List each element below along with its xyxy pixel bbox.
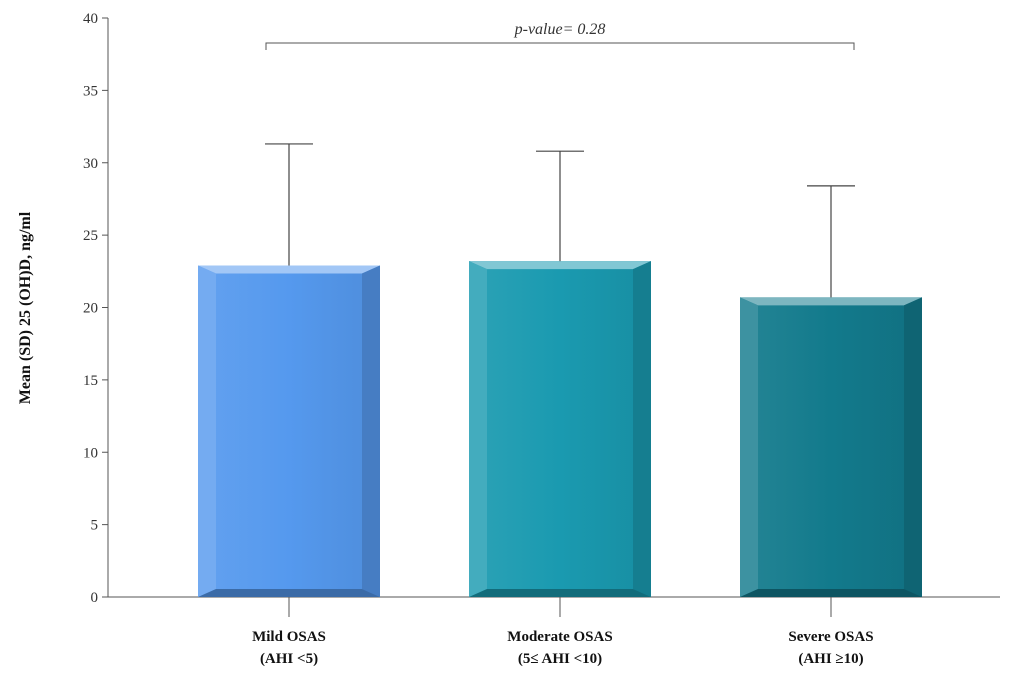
x-tick-label-sub: (5≤ AHI <10) [518, 651, 602, 667]
annotation: p-value= 0.28 [265, 21, 855, 50]
axes: 0 5 10 15 20 25 30 35 40 Mild OSAS (AHI <5) Moderat… [83, 11, 1000, 667]
bar-1 [469, 261, 651, 597]
y-tick-label: 5 [91, 518, 99, 534]
error-bar-0 [265, 143, 313, 266]
bar-bottom-bevel [469, 589, 651, 597]
error-bar-1 [536, 150, 584, 262]
bar-right-bevel [362, 265, 380, 597]
bar [198, 265, 380, 597]
x-tick-label: Severe OSAS [788, 629, 873, 645]
y-tick-label: 35 [83, 83, 98, 99]
x-tick-label: Moderate OSAS [507, 629, 612, 645]
y-tick-label: 40 [83, 11, 98, 27]
x-tick-label-sub: (AHI ≥10) [798, 651, 863, 667]
x-tick-label: Mild OSAS [252, 629, 326, 645]
bar-left-bevel [469, 261, 487, 597]
y-tick-label: 10 [83, 445, 98, 461]
y-tick-label: 20 [83, 301, 98, 317]
bars [198, 261, 922, 597]
y-tick-label: 0 [91, 590, 99, 606]
bar-bottom-bevel [740, 589, 922, 597]
bar-0 [198, 265, 380, 597]
p-value-label: p-value= 0.28 [514, 21, 606, 38]
bar-right-bevel [904, 297, 922, 597]
bar-left-bevel [198, 265, 216, 597]
y-tick-label: 15 [83, 373, 98, 389]
bar-bottom-bevel [198, 589, 380, 597]
bar-top-bevel [469, 261, 651, 270]
bar-top-bevel [740, 297, 922, 306]
bar-top-bevel [198, 265, 380, 274]
bar [740, 297, 922, 597]
error-bar-2 [807, 185, 855, 298]
bar-left-bevel [740, 297, 758, 597]
y-tick-label: 25 [83, 228, 98, 244]
significance-bracket [265, 42, 855, 50]
x-tick-label-sub: (AHI <5) [260, 651, 318, 667]
y-tick-label: 30 [83, 156, 98, 172]
bar-2 [740, 297, 922, 597]
bar [469, 261, 651, 597]
bar-right-bevel [633, 261, 651, 597]
y-axis-title: Mean (SD) 25 (OH)D, ng/ml [17, 211, 34, 404]
error-bars [265, 143, 855, 298]
